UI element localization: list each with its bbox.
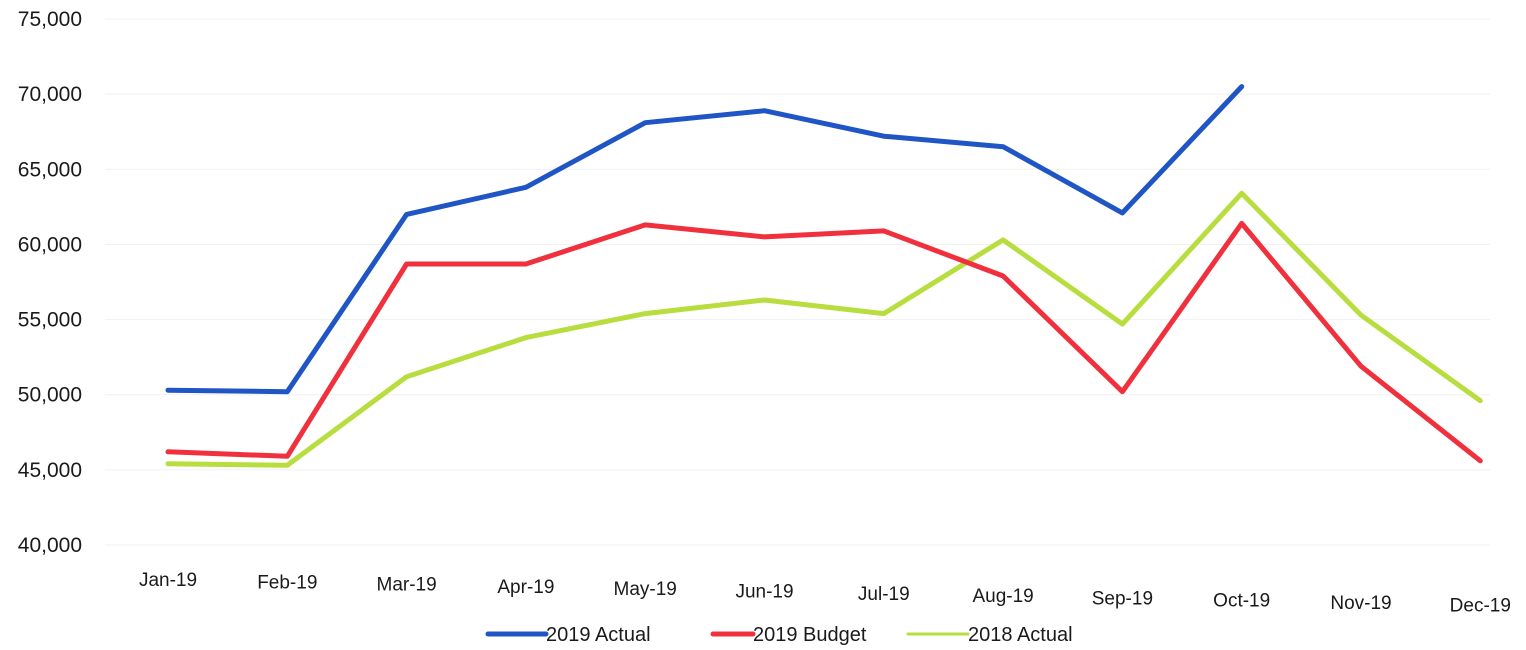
x-tick-label: Jan-19 [139, 570, 197, 591]
x-tick-label: May-19 [614, 579, 677, 600]
x-tick-label: Jun-19 [735, 582, 793, 603]
series-line-2019-budget [165, 220, 1483, 464]
x-tick-label: Nov-19 [1330, 593, 1391, 614]
x-tick-label: Mar-19 [377, 575, 437, 596]
series-line-2018-actual [165, 190, 1483, 468]
x-tick-label: Dec-19 [1450, 595, 1511, 616]
x-tick-label: Feb-19 [257, 572, 317, 593]
y-tick-label: 40,000 [18, 534, 82, 557]
legend-label: 2018 Actual [968, 624, 1073, 646]
gridlines [105, 18, 1490, 546]
x-tick-label: Apr-19 [497, 577, 554, 598]
series-line-2019-actual [165, 84, 1245, 395]
legend-label: 2019 Actual [546, 624, 651, 646]
y-tick-label: 75,000 [18, 8, 82, 31]
x-tick-label: Jul-19 [858, 584, 910, 605]
x-tick-label: Aug-19 [972, 586, 1033, 607]
y-axis: 40,000 45,000 50,000 55,000 60,000 65,000 70,0… [18, 8, 82, 557]
y-tick-label: 65,000 [18, 158, 82, 181]
x-axis: Jan-19 Feb-19 Mar-19 Apr-19 May-19 Jun-19 Jul-… [139, 570, 1511, 616]
y-tick-label: 50,000 [18, 384, 82, 407]
y-tick-label: 55,000 [18, 309, 82, 332]
legend: 2019 Actual 2019 Budget 2018 Actual [485, 624, 1073, 646]
x-tick-label: Sep-19 [1092, 588, 1153, 609]
y-tick-label: 60,000 [18, 233, 82, 256]
y-tick-label: 45,000 [18, 459, 82, 482]
x-tick-label: Oct-19 [1213, 591, 1270, 612]
series-lines [165, 84, 1483, 468]
y-tick-label: 70,000 [18, 83, 82, 106]
legend-label: 2019 Budget [753, 624, 867, 646]
